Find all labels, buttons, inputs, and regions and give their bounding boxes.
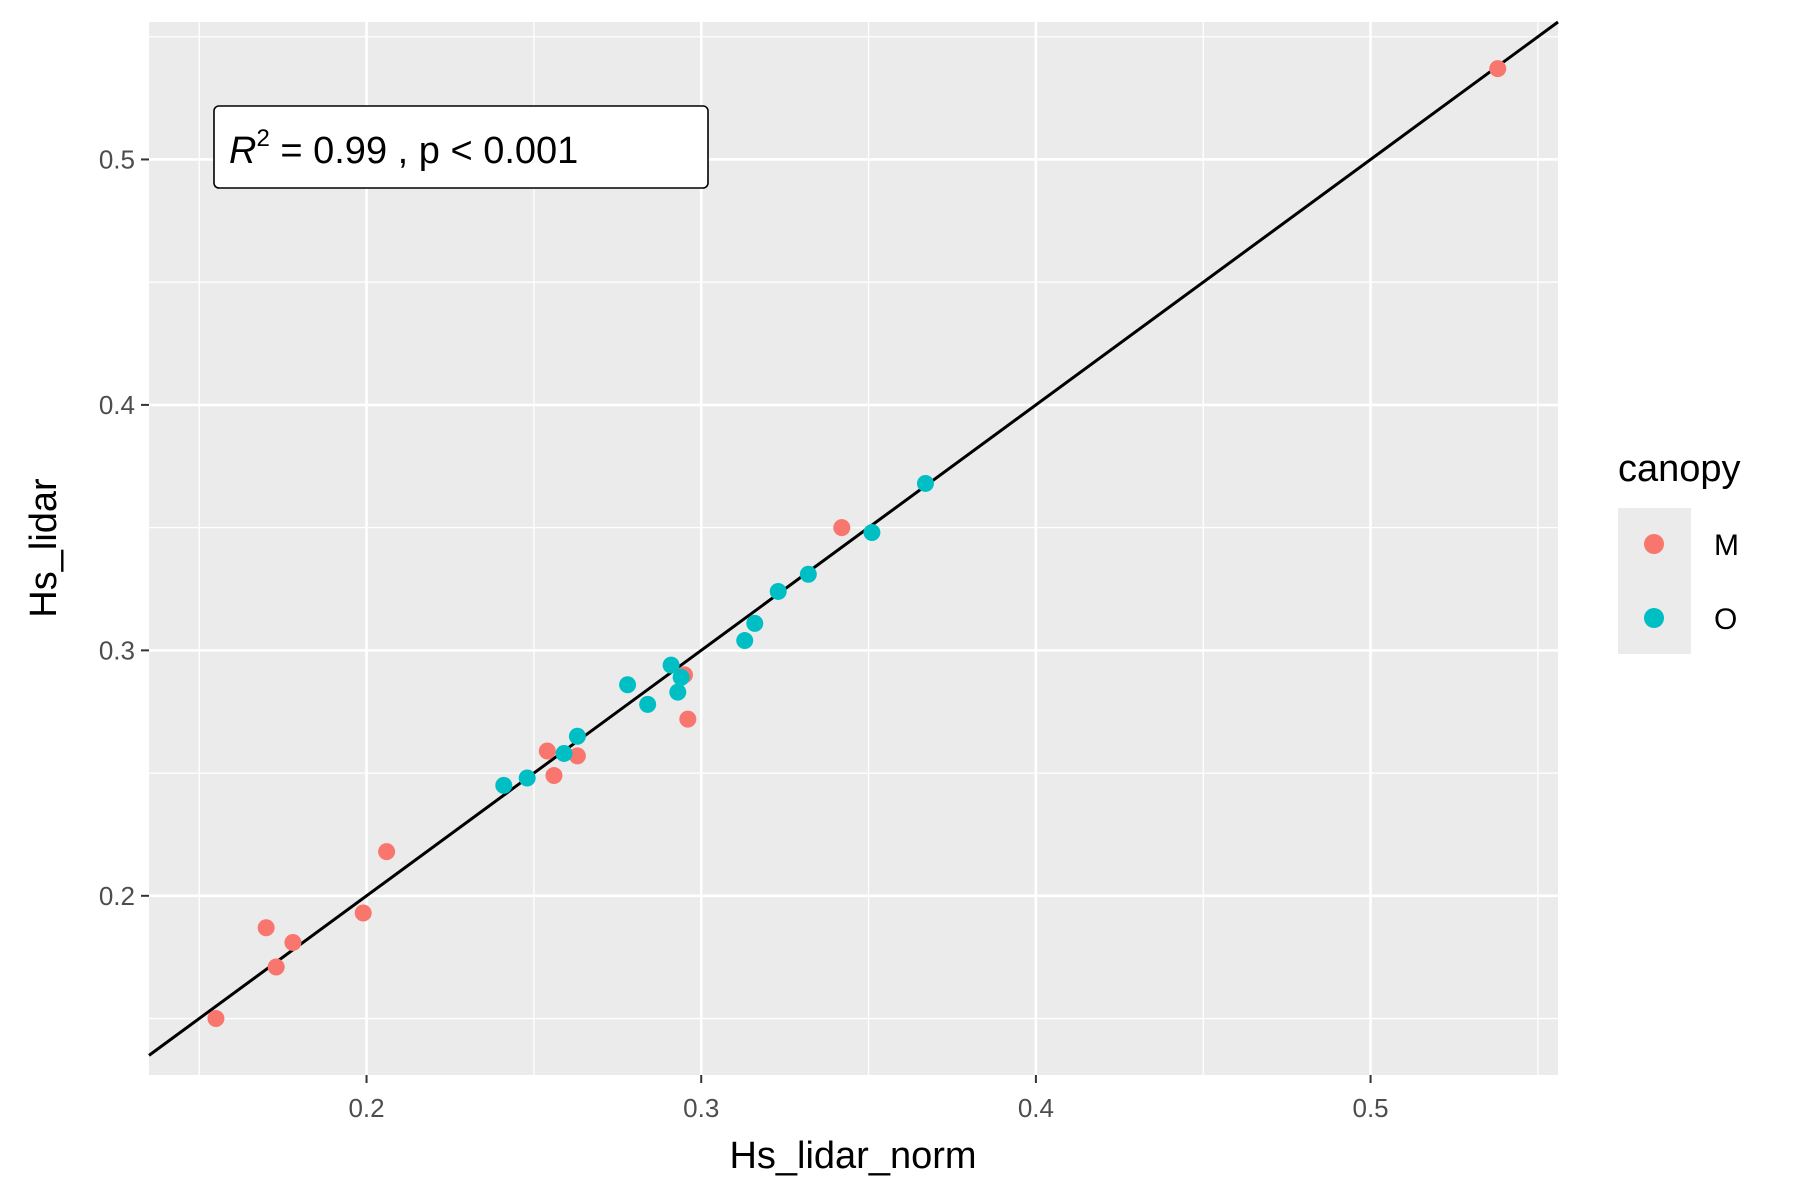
annotation-text: R2 = 0.99 , p < 0.001: [229, 125, 578, 172]
identity-line-group: [148, 20, 1559, 1057]
y-tick-label: 0.5: [99, 144, 135, 174]
x-axis-title: Hs_lidar_norm: [729, 1135, 976, 1177]
legend-label-o: O: [1714, 603, 1737, 636]
legend-key-background: [1618, 508, 1691, 654]
data-point-m: [284, 933, 302, 951]
x-axis-ticks: 0.2 0.3 0.4 0.5: [348, 1075, 1389, 1123]
data-point-m: [354, 904, 372, 922]
y-tick-label: 0.4: [99, 390, 135, 420]
data-point-o: [669, 683, 687, 701]
x-tick-label: 0.3: [683, 1093, 719, 1123]
x-tick-label: 0.5: [1353, 1093, 1389, 1123]
data-point-m: [378, 843, 396, 861]
identity-line: [148, 20, 1559, 1057]
series-o: [495, 474, 934, 794]
data-point-m: [679, 710, 697, 728]
legend-label-m: M: [1714, 529, 1739, 562]
data-point-o: [769, 582, 787, 600]
stats-annotation: R2 = 0.99 , p < 0.001: [213, 105, 709, 189]
legend-key-m: [1644, 534, 1664, 554]
plot-panel: [149, 22, 1558, 1075]
y-tick-label: 0.2: [99, 881, 135, 911]
annotation-rest: = 0.99 , p < 0.001: [270, 130, 578, 172]
data-point-o: [863, 524, 881, 542]
data-point-m: [545, 767, 563, 785]
data-point-m: [1489, 60, 1507, 78]
data-point-o: [495, 776, 513, 794]
data-point-o: [662, 656, 680, 674]
data-point-o: [736, 632, 754, 650]
x-tick-label: 0.4: [1018, 1093, 1054, 1123]
legend-key-o: [1644, 608, 1664, 628]
y-axis-ticks: 0.2 0.3 0.4 0.5: [99, 144, 149, 911]
data-point-m: [568, 747, 586, 765]
annotation-box: [213, 105, 709, 189]
annotation-exponent: 2: [256, 125, 269, 152]
data-point-o: [639, 695, 657, 713]
y-axis-title: Hs_lidar: [23, 478, 65, 618]
data-point-o: [672, 668, 690, 686]
legend-title: canopy: [1618, 448, 1741, 490]
data-point-o: [518, 769, 536, 787]
data-point-o: [746, 614, 764, 632]
series-m: [207, 60, 1507, 1028]
data-point-o: [568, 727, 586, 745]
data-point-o: [916, 474, 934, 492]
data-point-m: [538, 742, 556, 760]
data-point-o: [799, 565, 817, 583]
data-point-m: [267, 958, 285, 976]
x-tick-label: 0.2: [348, 1093, 384, 1123]
data-point-o: [555, 744, 573, 762]
annotation-r-symbol: R: [229, 130, 256, 172]
data-point-m: [257, 919, 275, 937]
legend: canopy M O: [1618, 448, 1741, 654]
data-point-m: [207, 1010, 225, 1028]
data-point-o: [619, 676, 637, 694]
data-points: [207, 60, 1507, 1028]
y-tick-label: 0.3: [99, 635, 135, 665]
data-point-m: [833, 519, 851, 537]
minor-gridlines: [149, 22, 1558, 1075]
